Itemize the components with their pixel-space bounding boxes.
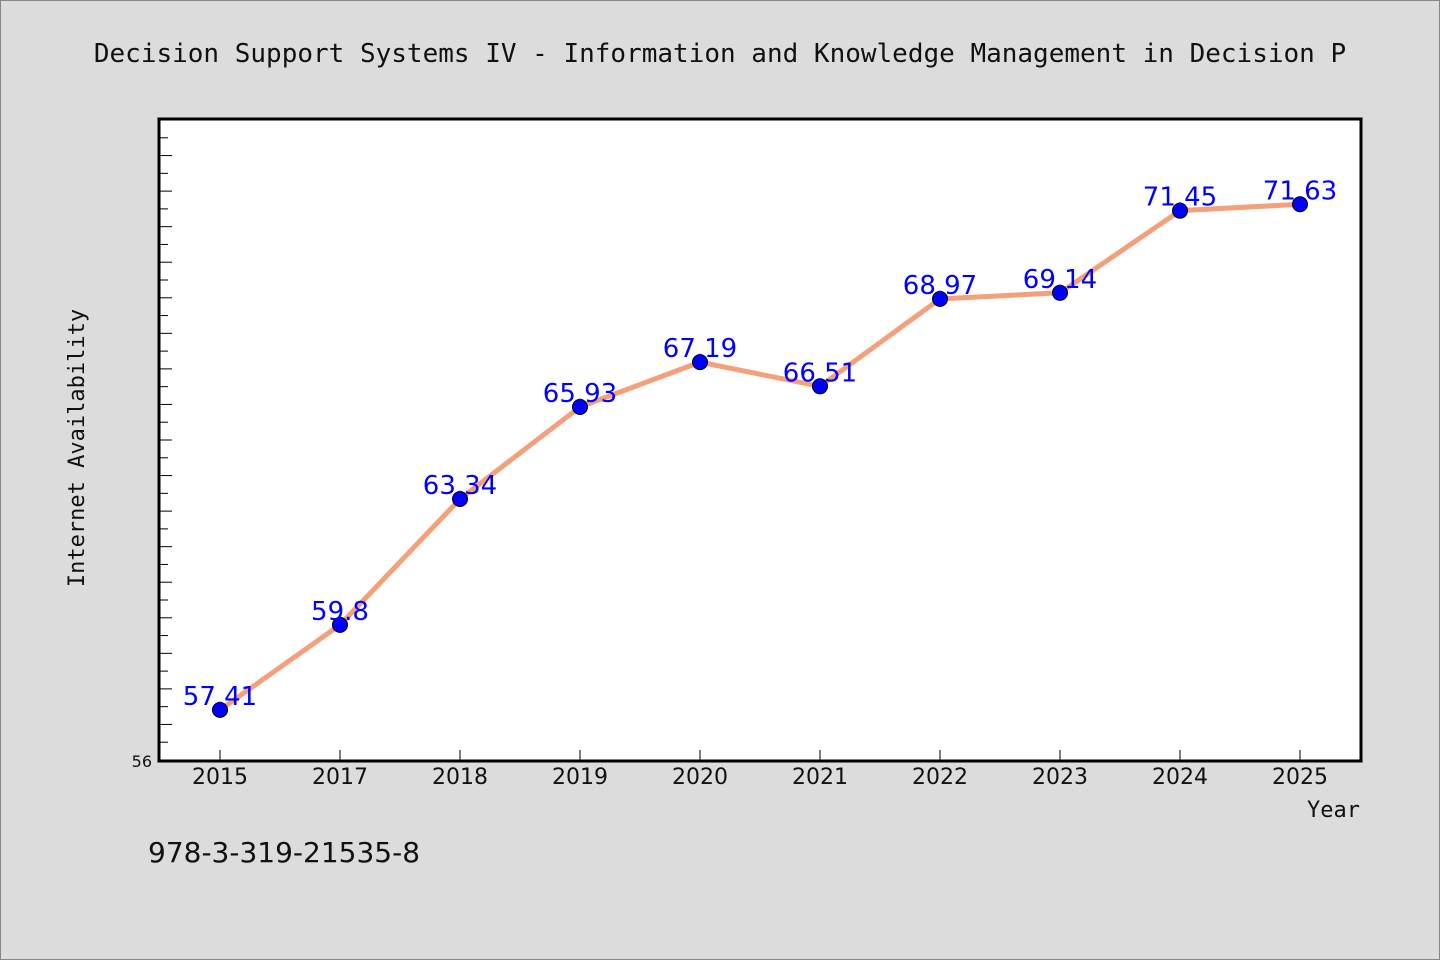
- data-label: 71.45: [1143, 183, 1217, 213]
- data-label: 71.63: [1263, 176, 1337, 206]
- x-tick-label: 2019: [552, 765, 608, 790]
- data-point: [1292, 196, 1308, 213]
- x-tick-label: 2017: [312, 765, 368, 790]
- data-labels: 57.41 59.8 63.34 65.93 67.19 66.51 68.97 69.14 7…: [183, 176, 1337, 712]
- y-axis-ticks: [160, 137, 172, 761]
- y-axis-label: Internet Availability: [65, 309, 90, 587]
- data-point: [332, 616, 348, 633]
- data-label: 57.41: [183, 682, 257, 712]
- series-markers: [212, 196, 1308, 718]
- data-point: [932, 290, 948, 307]
- data-label: 67.19: [663, 334, 737, 364]
- data-point: [1052, 284, 1068, 301]
- data-point: [212, 701, 228, 718]
- data-label: 66.51: [783, 358, 857, 388]
- data-point: [812, 378, 828, 395]
- data-label: 69.14: [1023, 265, 1097, 295]
- x-tick-label: 2020: [672, 765, 728, 790]
- data-point: [572, 398, 588, 415]
- x-tick-label: 2018: [432, 765, 488, 790]
- data-point: [1172, 202, 1188, 219]
- chart-title: Decision Support Systems IV - Informatio…: [94, 39, 1346, 69]
- data-point: [692, 354, 708, 371]
- x-tick-label: 2023: [1032, 765, 1088, 790]
- x-axis-ticks: 2015 2017 2018 2019 2020 2021 2022 2023 2024 2025: [192, 750, 1328, 790]
- x-axis-label: Year: [1307, 798, 1360, 823]
- isbn-note: 978-3-319-21535-8: [148, 836, 420, 869]
- x-tick-label: 2015: [192, 765, 248, 790]
- x-tick-label: 2022: [912, 765, 968, 790]
- data-label: 59.8: [311, 597, 369, 627]
- data-point: [452, 491, 468, 508]
- data-label: 63.34: [423, 471, 497, 501]
- x-tick-label: 2024: [1152, 765, 1208, 790]
- y-tick-label-min: 56: [132, 752, 152, 771]
- x-tick-label: 2021: [792, 765, 848, 790]
- series-line: [217, 201, 1303, 713]
- data-label: 68.97: [903, 271, 977, 301]
- data-label: 65.93: [543, 379, 617, 409]
- x-tick-label: 2025: [1272, 765, 1328, 790]
